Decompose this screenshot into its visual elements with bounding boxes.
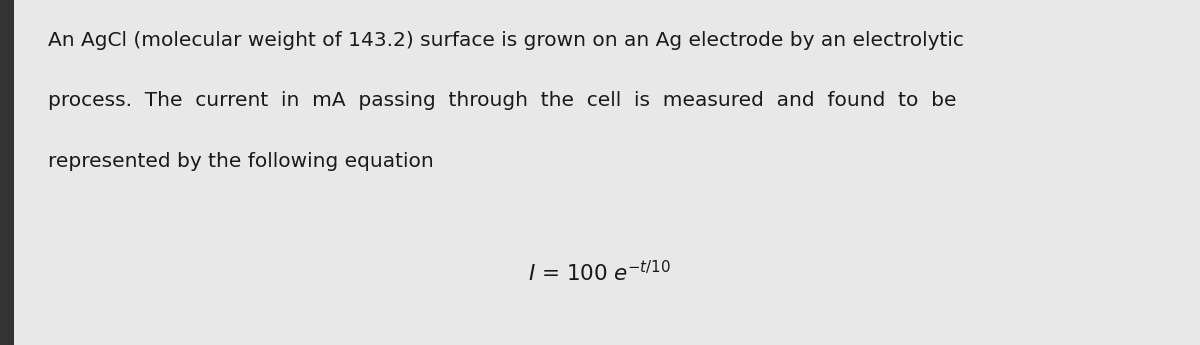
Text: An AgCl (molecular weight of 143.2) surface is grown on an Ag electrode by an el: An AgCl (molecular weight of 143.2) surf… (48, 31, 964, 50)
Text: $\it{I}$ = 100 $\it{e}$$^{-t/10}$: $\it{I}$ = 100 $\it{e}$$^{-t/10}$ (528, 260, 672, 286)
Text: process.  The  current  in  mA  passing  through  the  cell  is  measured  and  : process. The current in mA passing throu… (48, 91, 956, 110)
Text: represented by the following equation: represented by the following equation (48, 152, 433, 171)
Bar (0, 0, 14, 345)
